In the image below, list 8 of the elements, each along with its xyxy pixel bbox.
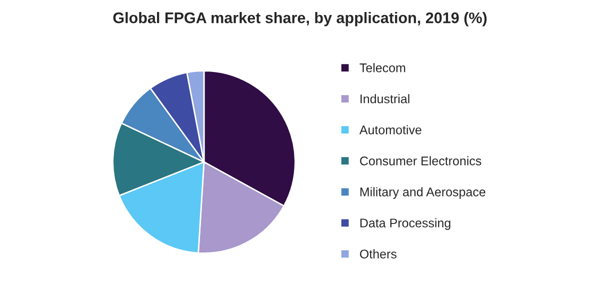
legend-label: Telecom [360,63,406,72]
legend-label: Data Processing [360,218,450,230]
legend-label: Consumer Electronics [360,156,482,166]
legend-label: Automotive [359,125,422,134]
legend-label: Others [360,249,396,258]
legend-label: Industrial [360,94,410,104]
chart-title: Global FPGA market share, by application, 2019 (%) [113,12,487,26]
legend-label: Military and Aerospace [360,187,486,199]
